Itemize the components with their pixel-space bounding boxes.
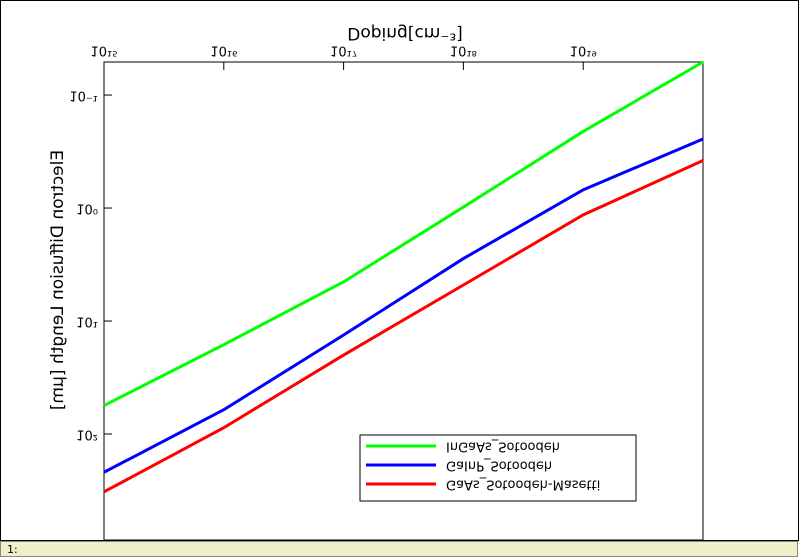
y-tick-label: 10⁰ (76, 201, 98, 216)
x-tick-label: 10¹⁸ (450, 43, 477, 58)
status-bar: 1: (0, 541, 798, 557)
x-tick-label: 10¹⁹ (570, 43, 597, 58)
x-tick-label: 10¹⁵ (91, 43, 118, 58)
chart: Doping[cm⁻³] Electron Diffusion Length [… (0, 0, 799, 541)
series-line (103, 159, 704, 494)
legend-label: InGaAs_Sotoodeh (446, 439, 560, 454)
series-line (103, 137, 704, 474)
series-line (103, 60, 704, 407)
x-tick-label: 10¹⁶ (210, 43, 237, 58)
y-axis-title: Electron Diffusion Length [µm] (48, 150, 68, 410)
y-tick-label: 10⁻¹ (69, 88, 98, 103)
x-axis-title: Doping[cm⁻³] (347, 23, 463, 43)
legend-label: GaInP_Sotoodeh (446, 458, 552, 473)
y-tick-label: 10¹ (76, 314, 98, 329)
legend-label: GaAs_Sotoodeh-Masetti (446, 477, 600, 492)
plot-area (103, 61, 704, 541)
y-tick-label: 10² (76, 427, 98, 442)
x-tick-label: 10¹⁷ (330, 43, 357, 58)
